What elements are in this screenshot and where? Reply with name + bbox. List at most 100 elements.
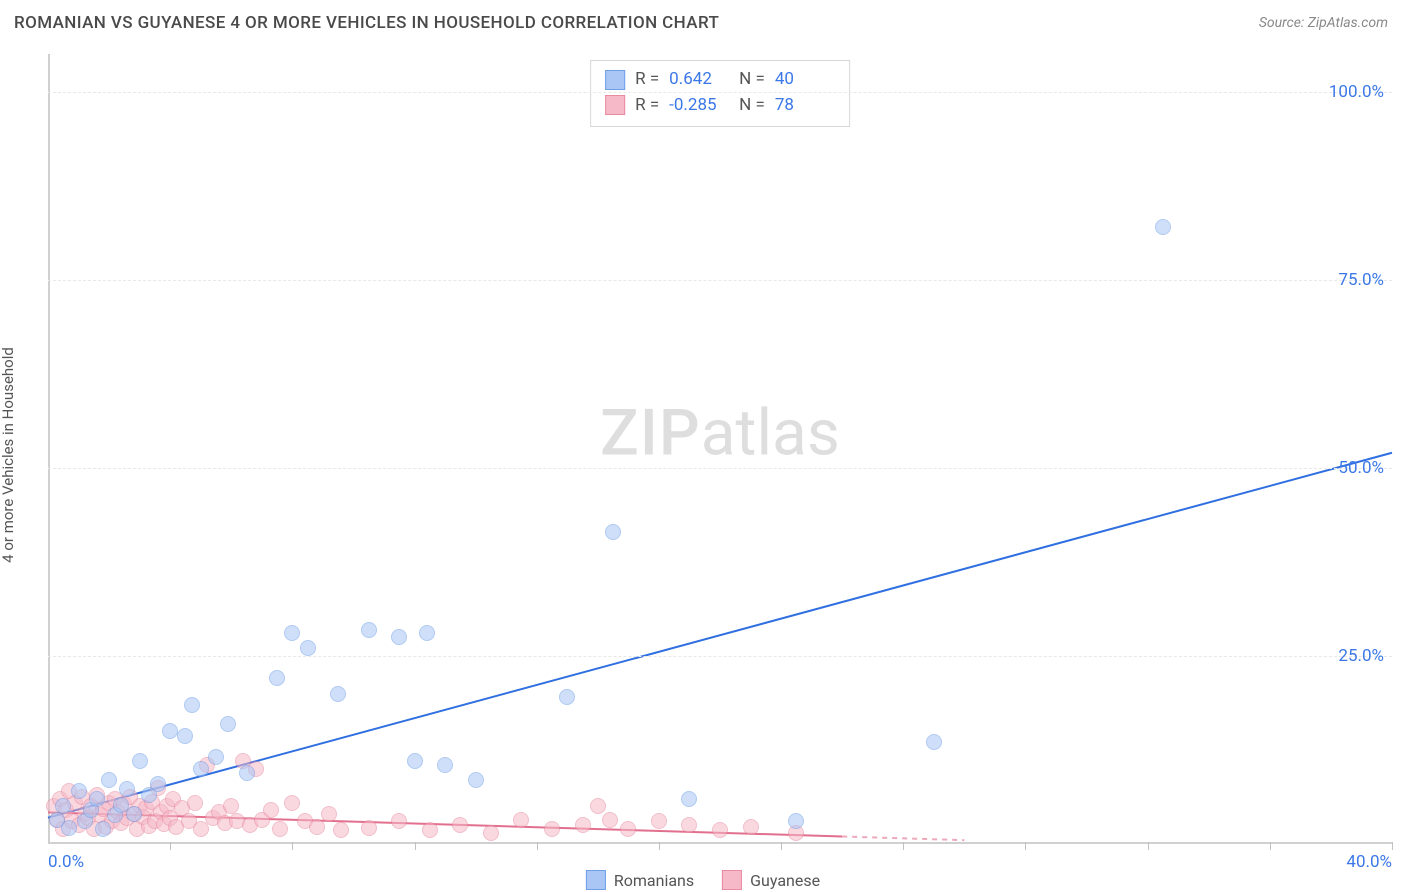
x-tick-mark [903,842,904,850]
scatter-point [575,817,591,833]
scatter-point [150,776,166,792]
gridline-h [48,280,1392,281]
x-tick-label-max: 40.0% [1346,852,1392,872]
scatter-point [437,757,453,773]
scatter-point [300,640,316,656]
x-tick-mark [537,842,538,850]
trend-lines-layer [48,54,1392,844]
chart-area: ZIPatlas R =0.642N =40R =-0.285N =78 25.… [48,54,1392,844]
legend-label: Romanians [614,871,694,890]
scatter-point [361,622,377,638]
source-attribution: Source: ZipAtlas.com [1259,15,1388,31]
scatter-point [321,806,337,822]
scatter-point [95,821,111,837]
scatter-point [483,825,499,841]
stat-r-value: -0.285 [669,93,729,119]
scatter-point [61,820,77,836]
stat-r-label: R = [635,67,659,93]
scatter-point [272,821,288,837]
scatter-point [309,819,325,835]
scatter-point [681,791,697,807]
y-tick-label: 75.0% [1338,270,1384,290]
scatter-point [284,625,300,641]
x-tick-mark [1148,842,1149,850]
stat-n-label: N = [739,93,765,119]
scatter-point [220,716,236,732]
stats-legend-row: R = 0.642 N = 40 [605,67,835,93]
x-tick-label-min: 0.0% [48,852,84,872]
x-tick-mark [1025,842,1026,850]
scatter-point [513,812,529,828]
scatter-point [407,753,423,769]
scatter-point [452,817,468,833]
scatter-point [71,783,87,799]
scatter-point [119,781,135,797]
legend-swatch [605,70,625,90]
correlation-stats-legend: R = 0.642 N = 40 R = -0.285 N = 78 [590,60,850,127]
x-tick-mark [1270,842,1271,850]
scatter-point [391,813,407,829]
y-tick-label: 50.0% [1338,458,1384,478]
gridline-h [48,468,1392,469]
scatter-point [126,806,142,822]
scatter-point [269,670,285,686]
scatter-point [101,772,117,788]
stat-n-value: 78 [775,93,835,119]
legend-swatch [722,870,742,890]
scatter-point [333,822,349,838]
scatter-point [187,795,203,811]
scatter-point [391,629,407,645]
legend-item: Guyanese [722,870,820,890]
scatter-point [651,813,667,829]
scatter-point [263,802,279,818]
scatter-point [602,812,618,828]
scatter-point [330,686,346,702]
stat-n-value: 40 [775,67,835,93]
chart-title: ROMANIAN VS GUYANESE 4 OR MORE VEHICLES … [14,13,719,33]
scatter-point [743,819,759,835]
scatter-point [605,524,621,540]
scatter-point [544,821,560,837]
y-tick-label: 25.0% [1338,646,1384,666]
scatter-point [184,697,200,713]
x-tick-mark [292,842,293,850]
stat-r-label: R = [635,93,659,119]
scatter-point [422,822,438,838]
scatter-point [419,625,435,641]
stats-legend-row: R = -0.285 N = 78 [605,93,835,119]
stat-n-label: N = [739,67,765,93]
trend-line-dashed [842,836,964,840]
scatter-point [468,772,484,788]
legend-swatch [586,870,606,890]
scatter-point [1155,219,1171,235]
scatter-point [239,765,255,781]
gridline-h [48,92,1392,93]
x-tick-mark [415,842,416,850]
scatter-point [162,723,178,739]
scatter-point [620,821,636,837]
scatter-point [55,798,71,814]
x-tick-mark [659,842,660,850]
scatter-point [559,689,575,705]
x-tick-mark [170,842,171,850]
scatter-point [89,791,105,807]
stat-r-value: 0.642 [669,67,729,93]
scatter-point [361,820,377,836]
scatter-point [284,795,300,811]
series-legend: Romanians Guyanese [586,870,820,890]
legend-swatch [605,95,625,115]
scatter-point [208,749,224,765]
y-axis-label: 4 or more Vehicles in Household [0,347,17,563]
x-tick-mark [1392,842,1393,850]
scatter-point [712,822,728,838]
scatter-point [132,753,148,769]
x-tick-mark [781,842,782,850]
legend-item: Romanians [586,870,694,890]
scatter-point [681,817,697,833]
scatter-point [788,813,804,829]
y-tick-label: 100.0% [1329,82,1384,102]
scatter-point [193,761,209,777]
scatter-point [177,728,193,744]
scatter-point [223,798,239,814]
gridline-h [48,656,1392,657]
